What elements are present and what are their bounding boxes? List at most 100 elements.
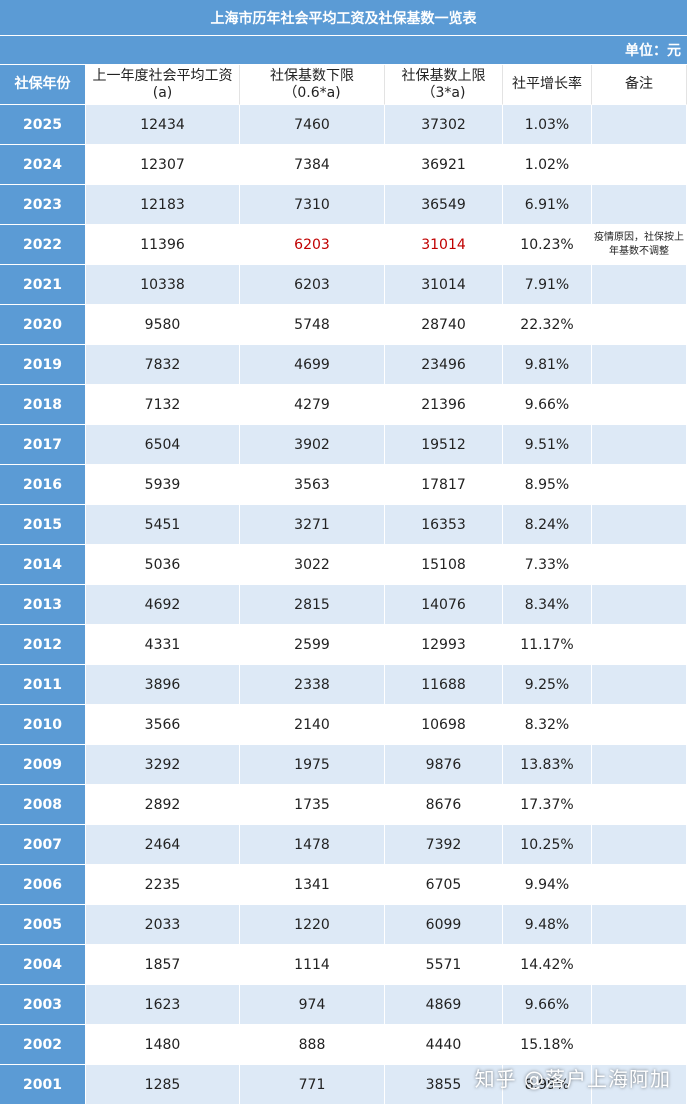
- upper-cell: 9876: [385, 745, 503, 785]
- table-row: 2012 4331 2599 12993 11.17%: [0, 625, 687, 665]
- growth-cell: 14.42%: [503, 945, 592, 985]
- year-cell: 2009: [0, 745, 86, 785]
- salary-cell: 3292: [86, 745, 240, 785]
- table-row: 2014 5036 3022 15108 7.33%: [0, 545, 687, 585]
- salary-cell: 1623: [86, 985, 240, 1025]
- salary-cell: 12434: [86, 105, 240, 145]
- table-row: 2001 1285 771 3855 8.99%: [0, 1065, 687, 1105]
- growth-cell: 9.66%: [503, 985, 592, 1025]
- note-cell: 疫情原因，社保按上年基数不调整: [592, 225, 687, 265]
- upper-cell: 4440: [385, 1025, 503, 1065]
- salary-cell: 7132: [86, 385, 240, 425]
- table-row: 2008 2892 1735 8676 17.37%: [0, 785, 687, 825]
- lower-cell: 1341: [240, 865, 385, 905]
- header-year: 社保年份: [0, 65, 86, 105]
- growth-cell: 7.33%: [503, 545, 592, 585]
- note-cell: [592, 145, 687, 185]
- salary-cell: 2033: [86, 905, 240, 945]
- table-row: 2024 12307 7384 36921 1.02%: [0, 145, 687, 185]
- year-cell: 2020: [0, 305, 86, 345]
- lower-cell: 4279: [240, 385, 385, 425]
- upper-cell: 28740: [385, 305, 503, 345]
- year-cell: 2007: [0, 825, 86, 865]
- growth-cell: 17.37%: [503, 785, 592, 825]
- header-growth: 社平增长率: [503, 65, 592, 105]
- salary-cell: 4331: [86, 625, 240, 665]
- upper-cell: 31014: [385, 265, 503, 305]
- header-lower: 社保基数下限 （0.6*a): [240, 65, 385, 105]
- upper-cell: 3855: [385, 1065, 503, 1105]
- note-cell: [592, 625, 687, 665]
- salary-cell: 3566: [86, 705, 240, 745]
- salary-cell: 1857: [86, 945, 240, 985]
- lower-cell: 7460: [240, 105, 385, 145]
- note-cell: [592, 705, 687, 745]
- salary-cell: 3896: [86, 665, 240, 705]
- note-cell: [592, 345, 687, 385]
- lower-cell: 3022: [240, 545, 385, 585]
- year-cell: 2019: [0, 345, 86, 385]
- table-row: 2020 9580 5748 28740 22.32%: [0, 305, 687, 345]
- upper-cell: 4869: [385, 985, 503, 1025]
- note-cell: [592, 1025, 687, 1065]
- salary-cell: 5036: [86, 545, 240, 585]
- table-row: 2025 12434 7460 37302 1.03%: [0, 105, 687, 145]
- salary-cell: 1285: [86, 1065, 240, 1105]
- table-row: 2002 1480 888 4440 15.18%: [0, 1025, 687, 1065]
- year-cell: 2008: [0, 785, 86, 825]
- year-cell: 2016: [0, 465, 86, 505]
- upper-cell: 6099: [385, 905, 503, 945]
- year-cell: 2021: [0, 265, 86, 305]
- lower-cell: 771: [240, 1065, 385, 1105]
- note-cell: [592, 545, 687, 585]
- header-note: 备注: [592, 65, 687, 105]
- salary-cell: 4692: [86, 585, 240, 625]
- upper-cell: 16353: [385, 505, 503, 545]
- year-cell: 2015: [0, 505, 86, 545]
- upper-cell: 15108: [385, 545, 503, 585]
- year-cell: 2006: [0, 865, 86, 905]
- note-cell: [592, 185, 687, 225]
- growth-cell: 9.51%: [503, 425, 592, 465]
- lower-cell: 7310: [240, 185, 385, 225]
- upper-cell: 5571: [385, 945, 503, 985]
- growth-cell: 10.25%: [503, 825, 592, 865]
- header-salary-line1: 上一年度社会平均工资: [92, 67, 233, 84]
- growth-cell: 8.95%: [503, 465, 592, 505]
- salary-cell: 2235: [86, 865, 240, 905]
- salary-cell: 10338: [86, 265, 240, 305]
- lower-cell: 2815: [240, 585, 385, 625]
- table-title: 上海市历年社会平均工资及社保基数一览表: [0, 0, 687, 36]
- growth-cell: 9.66%: [503, 385, 592, 425]
- salary-cell: 2464: [86, 825, 240, 865]
- table-row: 2011 3896 2338 11688 9.25%: [0, 665, 687, 705]
- year-cell: 2004: [0, 945, 86, 985]
- growth-cell: 9.94%: [503, 865, 592, 905]
- lower-cell: 974: [240, 985, 385, 1025]
- upper-cell: 10698: [385, 705, 503, 745]
- upper-cell: 19512: [385, 425, 503, 465]
- table-row: 2005 2033 1220 6099 9.48%: [0, 905, 687, 945]
- growth-cell: 9.81%: [503, 345, 592, 385]
- note-cell: [592, 465, 687, 505]
- lower-cell: 2599: [240, 625, 385, 665]
- note-cell: [592, 385, 687, 425]
- upper-cell: 21396: [385, 385, 503, 425]
- note-cell: [592, 425, 687, 465]
- year-cell: 2017: [0, 425, 86, 465]
- year-cell: 2001: [0, 1065, 86, 1105]
- lower-cell: 1220: [240, 905, 385, 945]
- growth-cell: 1.03%: [503, 105, 592, 145]
- note-cell: [592, 1065, 687, 1105]
- lower-cell: 1975: [240, 745, 385, 785]
- growth-cell: 13.83%: [503, 745, 592, 785]
- lower-cell: 4699: [240, 345, 385, 385]
- upper-cell: 23496: [385, 345, 503, 385]
- lower-cell: 2338: [240, 665, 385, 705]
- upper-cell: 6705: [385, 865, 503, 905]
- lower-cell: 6203: [240, 265, 385, 305]
- upper-cell: 11688: [385, 665, 503, 705]
- note-cell: [592, 785, 687, 825]
- year-cell: 2005: [0, 905, 86, 945]
- table-row: 2003 1623 974 4869 9.66%: [0, 985, 687, 1025]
